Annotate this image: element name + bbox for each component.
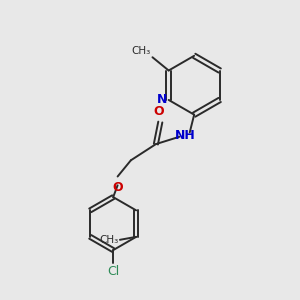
Text: CH₃: CH₃ xyxy=(99,235,119,245)
Text: N: N xyxy=(157,93,167,106)
Text: NH: NH xyxy=(175,129,196,142)
Text: Cl: Cl xyxy=(107,265,119,278)
Text: O: O xyxy=(154,106,164,118)
Text: O: O xyxy=(112,181,123,194)
Text: CH₃: CH₃ xyxy=(132,46,151,56)
